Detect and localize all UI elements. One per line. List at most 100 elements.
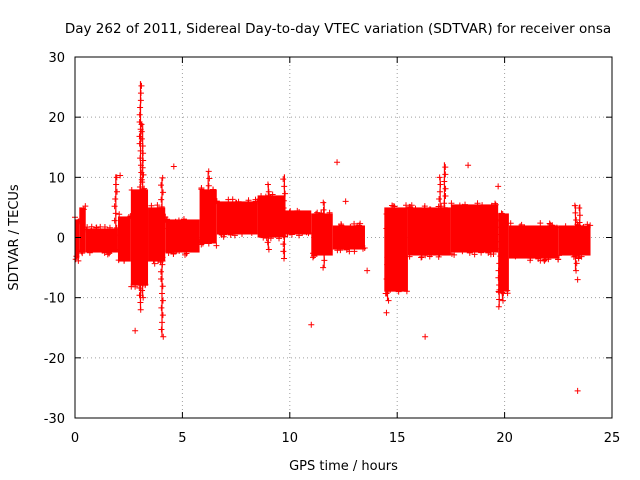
data-point <box>138 135 145 142</box>
data-point <box>158 276 165 283</box>
data-point <box>160 189 167 196</box>
data-point <box>487 251 494 258</box>
data-band <box>558 225 591 256</box>
data-point <box>310 254 317 261</box>
data-point <box>442 192 449 199</box>
data-point <box>361 244 368 251</box>
data-point <box>138 193 145 200</box>
data-point <box>128 186 135 193</box>
data-point <box>159 254 166 261</box>
data-point <box>238 230 245 237</box>
data-point <box>351 248 358 255</box>
data-point <box>507 220 514 227</box>
data-point <box>159 319 166 326</box>
data-point <box>86 249 93 256</box>
data-point <box>322 214 329 221</box>
data-point <box>265 195 272 202</box>
data-point <box>206 175 213 182</box>
data-outlier <box>170 163 177 170</box>
data-point <box>140 200 147 207</box>
data-point <box>587 222 594 229</box>
data-point <box>138 236 145 243</box>
data-point <box>576 233 583 240</box>
data-point <box>287 208 294 215</box>
data-outlier <box>574 387 581 394</box>
data-point <box>496 289 503 296</box>
data-point <box>139 164 146 171</box>
data-point <box>442 185 449 192</box>
data-point <box>321 228 328 235</box>
chart-title: Day 262 of 2011, Sidereal Day-to-day VTE… <box>65 21 611 37</box>
data-point <box>320 199 327 206</box>
data-point <box>313 210 320 217</box>
data-point <box>82 203 89 210</box>
data-point <box>441 207 448 214</box>
data-point <box>426 253 433 260</box>
data-point <box>418 253 425 260</box>
data-point <box>384 283 391 290</box>
data-point <box>575 255 582 262</box>
data-point <box>321 221 328 228</box>
data-point <box>436 188 443 195</box>
data-point <box>282 190 289 197</box>
data-point <box>205 182 212 189</box>
data-point <box>264 232 271 239</box>
data-point <box>326 209 333 216</box>
data-point <box>573 267 580 274</box>
data-band <box>332 225 365 250</box>
data-point <box>498 218 505 225</box>
data-point <box>280 226 287 233</box>
y-tick-label: -10 <box>44 292 65 307</box>
data-point <box>499 239 506 246</box>
data-point <box>159 218 166 225</box>
data-point <box>320 206 327 213</box>
data-point <box>154 202 161 209</box>
data-point <box>113 188 120 195</box>
data-point <box>140 244 147 251</box>
data-point <box>137 90 144 97</box>
data-point <box>338 221 345 228</box>
data-point <box>562 223 569 230</box>
data-point <box>573 245 580 252</box>
data-point <box>422 252 429 259</box>
data-point <box>576 205 583 212</box>
data-point <box>113 174 120 181</box>
data-point <box>138 258 145 265</box>
data-point <box>572 231 579 238</box>
data-point <box>572 209 579 216</box>
data-point <box>206 211 213 218</box>
y-tick-label: 10 <box>48 171 65 186</box>
data-point <box>280 176 287 183</box>
data-point <box>205 197 212 204</box>
data-point <box>121 257 128 264</box>
data-point <box>488 203 495 210</box>
data-point <box>138 128 145 135</box>
data-point <box>137 97 144 104</box>
data-point <box>80 206 87 213</box>
data-point <box>383 290 390 297</box>
data-point <box>138 229 145 236</box>
data-point <box>220 233 227 240</box>
data-point <box>320 235 327 242</box>
data-point <box>213 242 220 249</box>
data-point <box>500 232 507 239</box>
data-point <box>116 211 123 218</box>
data-point <box>115 257 122 264</box>
data-point <box>232 200 239 207</box>
data-point <box>137 104 144 111</box>
data-point <box>500 290 507 297</box>
data-point <box>385 239 392 246</box>
data-point <box>101 224 108 231</box>
data-point <box>73 253 80 260</box>
data-point <box>159 225 166 232</box>
data-point <box>527 257 534 264</box>
data-point <box>556 252 563 259</box>
data-point <box>462 201 469 208</box>
data-point <box>159 261 166 268</box>
data-band <box>257 195 286 238</box>
data-point <box>265 203 272 210</box>
data-outlier <box>334 159 341 166</box>
data-point <box>138 121 145 128</box>
y-tick-label: 0 <box>57 232 65 247</box>
data-point <box>545 256 552 263</box>
